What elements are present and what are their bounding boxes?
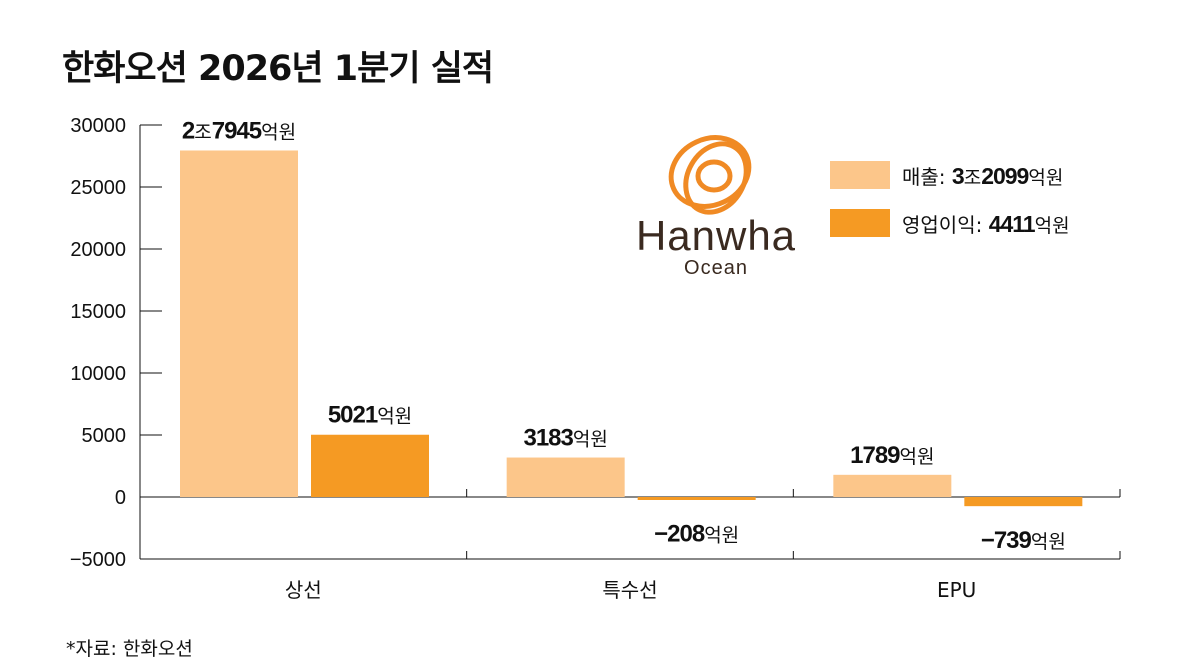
legend-num: 4411 [988, 210, 1036, 237]
y-tick-label: 30000 [70, 115, 126, 137]
legend-swatch-profit [830, 209, 890, 237]
bar [180, 150, 298, 497]
data-label: 5021억원 [328, 402, 412, 429]
bar [506, 457, 625, 497]
data-label-number: −208 [654, 521, 705, 548]
legend-unit: 조 [963, 166, 982, 189]
y-tick-label: 0 [115, 487, 126, 509]
data-label-number: 1789 [850, 442, 900, 469]
legend-num: 2099 [981, 162, 1029, 189]
data-label-number: 5021 [328, 402, 378, 429]
data-label-unit: 억원 [704, 525, 739, 547]
bar [637, 497, 756, 500]
data-label: 2조7945억원 [182, 117, 296, 144]
category-label: 상선 [285, 578, 322, 602]
data-label: −739억원 [981, 527, 1066, 554]
chart-title: 한화오션 2026년 1분기 실적 [62, 49, 494, 89]
data-label: 1789억원 [850, 442, 934, 469]
legend-item-profit: 영업이익: 4411억원 [830, 208, 1070, 238]
bar [833, 474, 952, 497]
data-label: −208억원 [654, 521, 739, 548]
y-tick-label: 25000 [70, 177, 126, 199]
y-tick-label: 5000 [82, 425, 127, 447]
legend-swatch-revenue [830, 161, 890, 189]
data-label-unit: 억원 [377, 406, 412, 428]
data-label-number: 7945 [212, 117, 262, 144]
legend-unit: 억원 [1028, 166, 1064, 189]
data-label-number: 2 [182, 117, 195, 144]
legend-label: 매출: [902, 164, 946, 189]
y-tick-label: −5000 [70, 549, 126, 571]
category-label: 특수선 [602, 578, 657, 602]
bar [964, 497, 1083, 507]
y-tick-label: 20000 [70, 239, 126, 261]
data-label-unit: 억원 [900, 446, 935, 468]
legend-unit: 억원 [1034, 214, 1070, 237]
y-tick-label: 15000 [70, 301, 126, 323]
legend-item-revenue: 매출: 3조2099억원 [830, 160, 1070, 190]
legend-num: 3 [951, 162, 965, 189]
bar [311, 434, 429, 497]
legend-label: 영업이익: [902, 212, 983, 237]
category-label: EPU [937, 578, 976, 602]
data-label-number: −739 [981, 527, 1032, 554]
hanwha-ocean-logo: Hanwha Ocean [616, 128, 816, 279]
data-label: 3183억원 [523, 425, 607, 452]
data-label-unit: 억원 [573, 429, 608, 451]
data-label-unit: 억원 [1031, 531, 1066, 553]
source-note: *자료: 한화오션 [66, 638, 193, 660]
y-tick-label: 10000 [70, 363, 126, 385]
data-label-unit: 조 [194, 121, 211, 143]
hanwha-logo-icon: Hanwha Ocean [636, 135, 796, 279]
legend: 매출: 3조2099억원 영업이익: 4411억원 [830, 160, 1070, 256]
data-label-number: 3183 [523, 425, 573, 452]
logo-name: Hanwha [636, 212, 796, 259]
logo-sub: Ocean [684, 257, 748, 278]
data-label-unit: 억원 [261, 121, 296, 143]
